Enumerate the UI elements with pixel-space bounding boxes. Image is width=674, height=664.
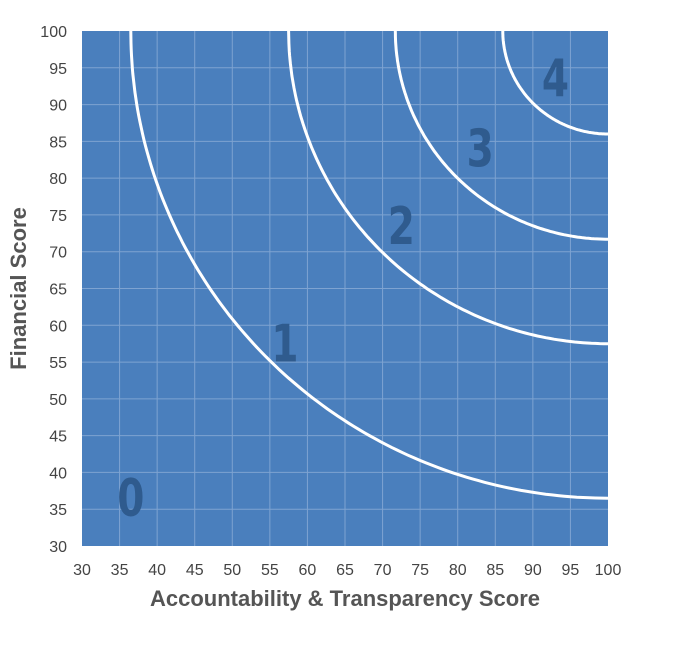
x-tick-label: 100: [595, 562, 622, 579]
y-tick-label: 30: [49, 539, 67, 556]
y-tick-label: 55: [49, 355, 67, 372]
y-tick-label: 100: [40, 24, 67, 41]
y-tick-label: 45: [49, 429, 67, 446]
y-tick-label: 85: [49, 134, 67, 151]
y-tick-label: 50: [49, 392, 67, 409]
boundary-arcs: [129, 30, 609, 500]
x-axis-title: Accountability & Transparency Score: [150, 586, 540, 611]
boundary-arc-2: [287, 30, 608, 346]
x-tick-label: 70: [374, 562, 392, 579]
x-tick-label: 45: [186, 562, 204, 579]
y-tick-label: 60: [49, 318, 67, 335]
y-tick-label: 40: [49, 465, 67, 482]
y-tick-label: 35: [49, 502, 67, 519]
x-tick-label: 85: [486, 562, 504, 579]
x-tick-label: 60: [299, 562, 317, 579]
y-tick-labels: 30 35 40 45 50 55 60 65 70 75 80 85 90 95 100: [40, 24, 67, 556]
boundary-arc-1: [129, 30, 609, 500]
y-tick-label: 75: [49, 208, 67, 225]
y-tick-label: 70: [49, 245, 67, 262]
x-tick-label: 75: [411, 562, 429, 579]
zone-label-3: 3: [467, 118, 494, 179]
x-tick-label: 50: [223, 562, 241, 579]
x-tick-label: 90: [524, 562, 542, 579]
x-tick-label: 65: [336, 562, 354, 579]
x-tick-label: 80: [449, 562, 467, 579]
y-axis-title: Financial Score: [6, 207, 31, 370]
x-tick-label: 30: [73, 562, 91, 579]
boundary-arc-3: [393, 30, 608, 241]
x-tick-label: 95: [562, 562, 580, 579]
grid: [82, 31, 608, 546]
y-tick-label: 95: [49, 61, 67, 78]
y-tick-label: 65: [49, 282, 67, 299]
y-tick-label: 80: [49, 171, 67, 188]
zone-label-2: 2: [388, 195, 415, 256]
zone-label-0: 0: [117, 467, 144, 528]
y-tick-label: 90: [49, 98, 67, 115]
x-tick-label: 40: [148, 562, 166, 579]
boundary-arc-4: [501, 31, 608, 136]
x-tick-label: 35: [111, 562, 129, 579]
zone-label-1: 1: [271, 313, 298, 374]
zone-labels: 0 1 234: [117, 48, 569, 528]
x-tick-labels: 30 35 40 45 50 55 60 65 70 75 80 85 90 95 100: [73, 562, 621, 579]
x-tick-label: 55: [261, 562, 279, 579]
zone-label-4: 4: [542, 48, 569, 109]
